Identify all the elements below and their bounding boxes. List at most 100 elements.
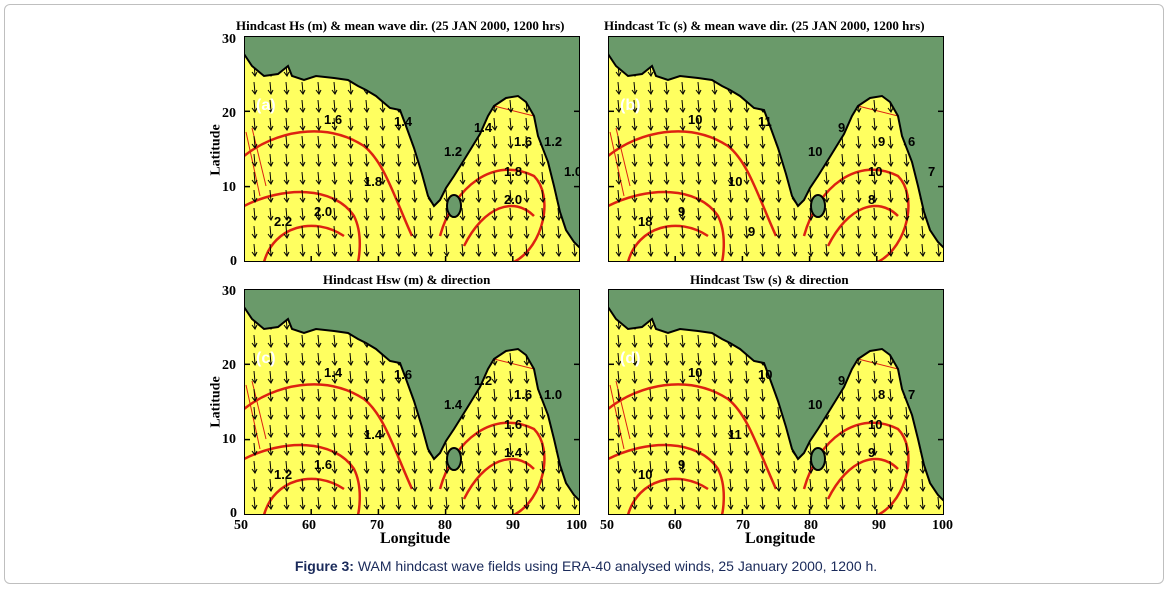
map-panel-a: (a)1.6 1.41.82.02.21.21.41.61.82.01.21.0 bbox=[244, 36, 580, 262]
wave-direction-arrow bbox=[379, 478, 386, 492]
wave-direction-arrow bbox=[475, 207, 482, 221]
map-panel-c: (c) 1.4 1.6 1.4 1.6 1.2 1.4 1.2 1.6 1.6 1.4 1.0 bbox=[244, 289, 580, 515]
wave-direction-arrow bbox=[887, 117, 894, 131]
wave-direction-arrow bbox=[427, 225, 434, 239]
wave-direction-arrow bbox=[711, 243, 718, 257]
wave-direction-arrow bbox=[523, 135, 530, 149]
wave-direction-arrow bbox=[459, 478, 466, 492]
wave-direction-arrow bbox=[759, 207, 766, 221]
wave-direction-arrow bbox=[555, 225, 562, 239]
wave-direction-arrow bbox=[443, 225, 450, 239]
wave-direction-arrow bbox=[491, 388, 498, 402]
contour-value-label: 18 bbox=[638, 214, 652, 229]
wave-direction-arrow bbox=[743, 171, 750, 185]
wave-direction-arrow bbox=[743, 388, 750, 402]
wave-direction-arrow bbox=[475, 225, 482, 239]
contour-value-label: 10 bbox=[808, 397, 822, 412]
xtick-left-60: 60 bbox=[302, 518, 316, 533]
wave-direction-arrow bbox=[839, 424, 846, 438]
wave-direction-arrow bbox=[315, 424, 322, 438]
wave-direction-arrow bbox=[491, 189, 498, 203]
wave-direction-arrow bbox=[663, 460, 670, 474]
wave-direction-arrow bbox=[679, 478, 686, 492]
xtick-right-100: 100 bbox=[932, 518, 953, 533]
wave-direction-arrow bbox=[363, 352, 370, 366]
wave-direction-arrow bbox=[631, 225, 638, 239]
wave-direction-arrow bbox=[839, 406, 846, 420]
wave-direction-arrow bbox=[663, 171, 670, 185]
wave-direction-arrow bbox=[507, 352, 514, 366]
wave-direction-arrow bbox=[663, 478, 670, 492]
land-mass bbox=[244, 289, 580, 503]
wave-direction-arrow bbox=[395, 478, 402, 492]
wave-direction-arrow bbox=[299, 478, 306, 492]
wave-direction-arrow bbox=[711, 171, 718, 185]
wave-direction-arrow bbox=[695, 243, 702, 257]
xtick-right-80: 80 bbox=[804, 518, 818, 533]
wave-direction-arrow bbox=[631, 153, 638, 167]
wave-direction-arrow bbox=[299, 207, 306, 221]
wave-direction-arrow bbox=[871, 352, 878, 366]
contour-value-label: 9 bbox=[838, 120, 845, 135]
wave-direction-arrow bbox=[459, 225, 466, 239]
wave-direction-arrow bbox=[523, 424, 530, 438]
wave-direction-arrow bbox=[615, 460, 622, 474]
contour-value-label: 1.6 bbox=[394, 367, 412, 382]
wave-direction-arrow bbox=[615, 424, 622, 438]
wave-direction-arrow bbox=[711, 117, 718, 131]
wave-direction-arrow bbox=[251, 207, 258, 221]
contour-value-label: 1.8 bbox=[364, 174, 382, 189]
wave-direction-arrow bbox=[539, 189, 546, 203]
wave-direction-arrow bbox=[427, 460, 434, 474]
wave-direction-arrow bbox=[411, 225, 418, 239]
wave-direction-arrow bbox=[539, 496, 546, 510]
xtick-right-90: 90 bbox=[872, 518, 886, 533]
wave-direction-arrow bbox=[823, 442, 830, 456]
wave-direction-arrow bbox=[363, 135, 370, 149]
wave-direction-arrow bbox=[251, 171, 258, 185]
contour-line bbox=[826, 204, 899, 247]
contour-value-label: 1.8 bbox=[504, 164, 522, 179]
wave-direction-arrow bbox=[507, 496, 514, 510]
wave-direction-arrow bbox=[871, 189, 878, 203]
wave-direction-arrow bbox=[727, 496, 734, 510]
wave-direction-arrow bbox=[379, 189, 386, 203]
wave-direction-arrow bbox=[807, 460, 814, 474]
wave-direction-arrow bbox=[251, 117, 258, 131]
wave-direction-arrow bbox=[743, 243, 750, 257]
contour-value-label: 10 bbox=[688, 112, 702, 127]
wave-direction-arrow bbox=[727, 424, 734, 438]
ytick-bottom-10: 10 bbox=[222, 432, 236, 447]
wave-direction-arrow bbox=[523, 496, 530, 510]
contour-value-label: 9 bbox=[878, 134, 885, 149]
wave-direction-arrow bbox=[523, 243, 530, 257]
contour-value-label: 9 bbox=[838, 373, 845, 388]
wave-direction-arrow bbox=[283, 225, 290, 239]
wave-direction-arrow bbox=[775, 442, 782, 456]
wave-direction-arrow bbox=[331, 171, 338, 185]
ytick-top-10: 10 bbox=[222, 180, 236, 195]
wave-direction-arrow bbox=[475, 460, 482, 474]
wave-direction-arrow bbox=[315, 243, 322, 257]
contour-value-label: 9 bbox=[678, 204, 685, 219]
wave-direction-arrow bbox=[823, 225, 830, 239]
wave-direction-arrow bbox=[539, 406, 546, 420]
wave-direction-arrow bbox=[903, 153, 910, 167]
wave-direction-arrow bbox=[315, 442, 322, 456]
wave-direction-arrow bbox=[711, 189, 718, 203]
contour-value-label: 1.6 bbox=[504, 417, 522, 432]
wave-direction-arrow bbox=[839, 496, 846, 510]
wave-direction-arrow bbox=[743, 207, 750, 221]
wave-direction-arrow bbox=[887, 153, 894, 167]
wave-direction-arrow bbox=[935, 496, 942, 510]
wave-direction-arrow bbox=[299, 334, 306, 348]
wave-direction-arrow bbox=[631, 135, 638, 149]
wave-direction-arrow bbox=[855, 424, 862, 438]
wave-direction-arrow bbox=[711, 99, 718, 113]
wave-direction-arrow bbox=[299, 135, 306, 149]
wave-direction-arrow bbox=[299, 406, 306, 420]
wave-direction-arrow bbox=[395, 153, 402, 167]
wave-direction-arrow bbox=[555, 460, 562, 474]
wave-direction-arrow bbox=[379, 117, 386, 131]
wave-direction-arrow bbox=[631, 478, 638, 492]
